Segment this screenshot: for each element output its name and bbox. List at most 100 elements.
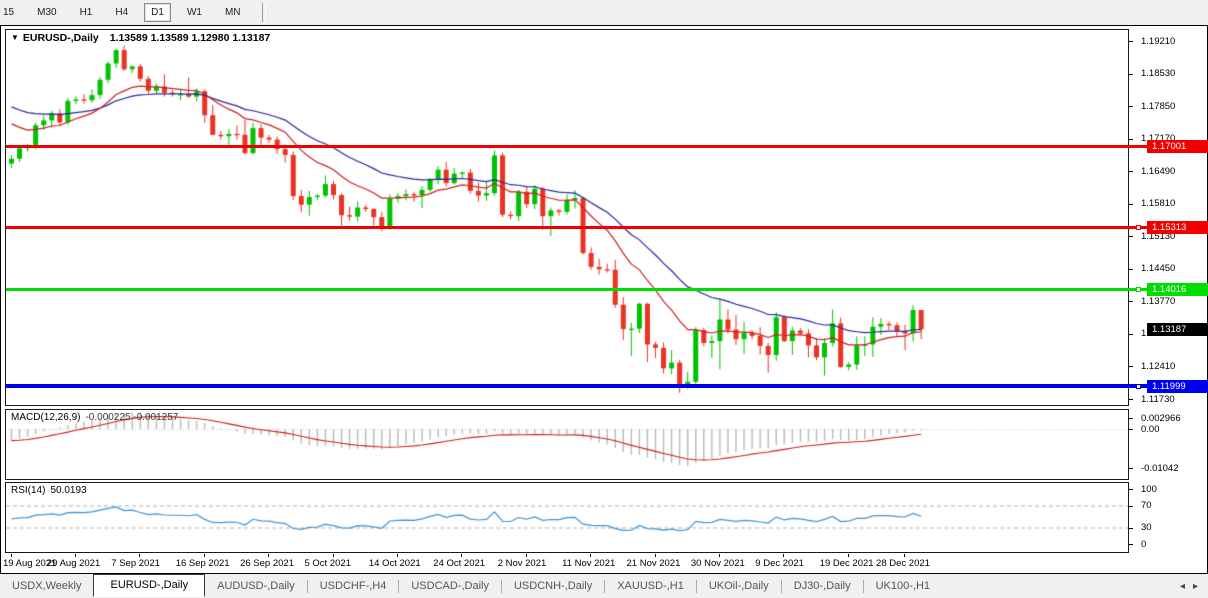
timeframe-button-h1[interactable]: H1 (79, 7, 93, 18)
date-axis-label: 11 Nov 2021 (562, 558, 616, 569)
price-axis-label: 100 (1141, 483, 1157, 495)
timeframe-button-mn[interactable]: MN (224, 7, 241, 18)
date-axis-label: 5 Oct 2021 (304, 558, 351, 569)
timeframe-toolbar: 15 M30 H1 H4 D1 W1 MN (0, 0, 1208, 26)
date-axis-label: 9 Dec 2021 (755, 558, 804, 569)
chart-tab-eurusd-daily[interactable]: EURUSD-,Daily (93, 573, 206, 597)
axis-tick-dash (1129, 73, 1133, 75)
timeframe-button-w1[interactable]: W1 (186, 7, 202, 18)
date-axis-tick (847, 554, 849, 557)
price-axis-label: 70 (1141, 500, 1152, 511)
rsi-value: 50.0193 (50, 485, 87, 496)
tab-scroll-left-icon[interactable]: ◂ (1179, 580, 1185, 592)
price-axis-label: 1.14450 (1141, 263, 1176, 275)
macd-values: -0.000225 -0.001257 (85, 412, 179, 423)
chart-tab-bar: USDX,Weekly EURUSD-,Daily AUDUSD-,Daily USD… (0, 573, 1208, 598)
chart-tab-usdcnh-daily[interactable]: USDCNH-,Daily (513, 580, 593, 592)
chart-tab-xauusd-h1[interactable]: XAUUSD-,H1 (617, 580, 684, 592)
price-axis-label: 0.002966 (1141, 412, 1181, 424)
date-axis-label: 2 Nov 2021 (497, 558, 547, 569)
horizontal-level-line-1.11999[interactable] (6, 384, 1128, 389)
rsi-name: RSI(14) (11, 485, 46, 496)
rsi-indicator-label: RSI(14) 50.0193 (11, 485, 87, 496)
chart-tab-audusd-daily[interactable]: AUDUSD-,Daily (217, 580, 295, 592)
axis-tick-dash (1129, 333, 1133, 335)
tab-separator (862, 579, 864, 593)
chart-tab-uk100-h1[interactable]: UK100-,H1 (875, 580, 931, 592)
price-pane: ▼ EURUSD-,Daily 1.13589 1.13589 1.12980 1… (5, 29, 1129, 406)
axis-tick-dash (1129, 171, 1133, 173)
tab-separator (398, 579, 400, 593)
price-axis-label: 0 (1141, 538, 1147, 550)
date-axis-label: 16 Sep 2021 (175, 558, 230, 569)
hline-marker-square[interactable] (1136, 383, 1141, 389)
axis-tick-dash (1129, 418, 1133, 419)
axis-tick-dash (1129, 236, 1133, 238)
hline-marker-square[interactable] (1136, 287, 1141, 293)
horizontal-level-line-1.14016[interactable] (6, 288, 1128, 292)
date-axis-tick (332, 554, 334, 557)
chart-tab-usdcad-daily[interactable]: USDCAD-,Daily (411, 580, 489, 592)
date-axis[interactable]: 19 Aug 2021 29 Aug 2021 7 Sep 2021 16 Sep 2… (3, 554, 1129, 572)
date-axis-tick (268, 554, 270, 557)
axis-tick-dash (1129, 138, 1133, 140)
timeframe-button-15[interactable]: 15 (3, 7, 15, 18)
price-axis-label: 1.19210 (1141, 35, 1176, 47)
hline-price-tag: 1.15313 (1147, 221, 1208, 234)
date-axis-tick (139, 554, 141, 557)
price-axis-label: 1.11730 (1141, 393, 1175, 405)
horizontal-level-line-1.15313[interactable] (6, 226, 1128, 229)
price-axis-label: 1.17850 (1141, 100, 1176, 112)
timeframe-button-h4[interactable]: H4 (115, 7, 129, 18)
current-price-tag: 1.13187 (1147, 322, 1208, 336)
chart-window: ▼ EURUSD-,Daily 1.13589 1.13589 1.12980 1… (0, 25, 1208, 574)
timeframe-button-d1[interactable]: D1 (144, 3, 171, 22)
date-axis-tick (654, 554, 656, 557)
date-axis-tick (10, 554, 12, 557)
chart-tab-usdchf-h4[interactable]: USDCHF-,H4 (319, 580, 387, 592)
tab-separator (306, 579, 308, 593)
tab-scroll-right-icon[interactable]: ▸ (1192, 580, 1198, 592)
toolbar-separator (261, 3, 266, 22)
date-axis-tick (396, 554, 398, 557)
date-axis-label: 28 Dec 2021 (876, 558, 930, 569)
chart-tab-usdx-weekly[interactable]: USDX,Weekly (12, 580, 82, 592)
macd-canvas[interactable] (6, 410, 1128, 479)
date-axis-label: 19 Aug 2021 (3, 558, 57, 569)
hline-price-tag: 1.11999 (1147, 379, 1208, 393)
price-chart-canvas[interactable] (6, 30, 1128, 405)
hline-axis-stub (1128, 145, 1147, 149)
date-axis-tick (525, 554, 527, 557)
macd-indicator-label: MACD(12,26,9) -0.000225 -0.001257 (11, 412, 178, 423)
price-axis-label: -0.01042 (1141, 462, 1179, 474)
date-axis-label: 26 Sep 2021 (240, 558, 294, 569)
date-axis-label: 14 Oct 2021 (368, 558, 421, 569)
chart-symbol: EURUSD-,Daily (22, 32, 99, 44)
axis-tick-dash (1129, 505, 1133, 507)
rsi-canvas[interactable] (6, 483, 1128, 552)
horizontal-level-line-1.17001[interactable] (6, 145, 1128, 149)
price-axis-label: 1.13770 (1141, 295, 1176, 307)
tab-separator (500, 579, 502, 593)
axis-tick-dash (1129, 366, 1133, 368)
date-axis-tick (904, 554, 906, 557)
axis-tick-dash (1129, 489, 1133, 490)
date-axis-label: 29 Aug 2021 (46, 558, 101, 569)
hline-price-tag: 1.14016 (1147, 283, 1208, 297)
timeframe-button-m30[interactable]: M30 (37, 7, 57, 18)
macd-pane: MACD(12,26,9) -0.000225 -0.001257 (5, 409, 1129, 480)
rsi-pane: RSI(14) 50.0193 (5, 482, 1129, 553)
hline-marker-square[interactable] (1136, 225, 1141, 230)
date-axis-label: 21 Nov 2021 (626, 558, 681, 569)
date-axis-tick (718, 554, 720, 557)
chart-title: ▼ EURUSD-,Daily 1.13589 1.13589 1.12980 1… (11, 32, 270, 44)
axis-tick-dash (1129, 203, 1133, 205)
date-axis-tick (783, 554, 785, 557)
tab-separator (695, 579, 697, 593)
axis-tick-dash (1129, 301, 1133, 303)
date-axis-label: 7 Sep 2021 (111, 558, 160, 569)
chart-tab-dj30-daily[interactable]: DJ30-,Daily (793, 580, 851, 592)
price-axis-label: 0.00 (1141, 423, 1160, 435)
hline-price-tag: 1.17001 (1147, 140, 1208, 154)
chart-tab-ukoil-daily[interactable]: UKOil-,Daily (708, 580, 769, 592)
